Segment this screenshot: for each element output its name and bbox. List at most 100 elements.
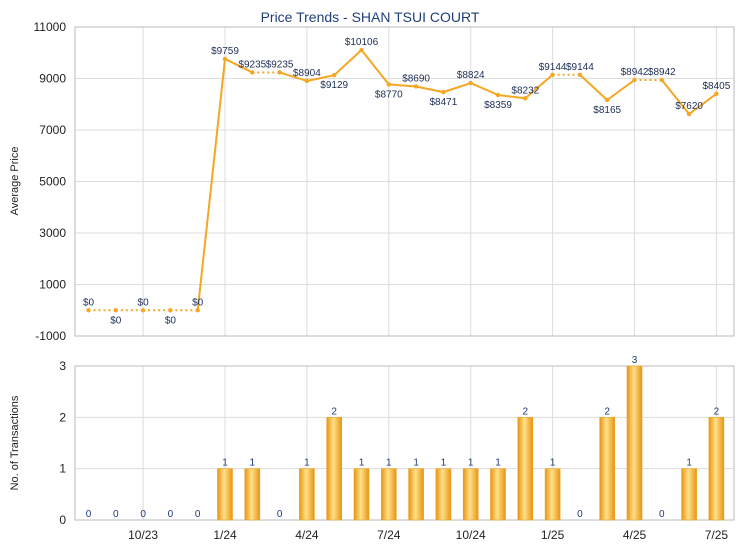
price-data-label: $9759: [211, 46, 239, 57]
price-point: [113, 308, 119, 313]
price-y-tick-label: -1000: [35, 329, 66, 343]
price-point: [441, 89, 446, 95]
transactions-y-tick-label: 1: [59, 462, 66, 476]
price-data-label: $9235: [238, 59, 266, 70]
transaction-count-label: 1: [386, 458, 392, 469]
price-panel: $0$0$0$0$0$9759$9235 $9235$8904$9129$1010…: [9, 20, 735, 343]
transactions-panel: 0 0 0 0 0 1 1 0 1 2 1 1 1 1 1 1 2 1 0 2 3 0 1 2 0 1 2 3 10/23 1/24 4…: [9, 355, 735, 542]
price-data-label: $8824: [457, 70, 485, 81]
price-point: [632, 77, 637, 83]
transaction-count-label: 0: [277, 509, 283, 520]
price-data-label: $8770: [375, 89, 403, 100]
transaction-count-label: 2: [714, 406, 720, 417]
transaction-labels: 0 0 0 0 0 1 1 0 1 2 1 1 1 1 1 1 2 1 0 2 3 0 1 2: [86, 355, 720, 520]
x-tick-label: 10/24: [456, 528, 486, 542]
transaction-bar: [244, 468, 261, 521]
price-point: [495, 92, 501, 98]
price-data-label: $0: [138, 297, 150, 308]
price-point: [332, 72, 337, 78]
x-tick-label: 7/25: [705, 528, 729, 542]
price-point: [686, 111, 692, 117]
transaction-bar: [708, 417, 725, 521]
transactions-y-tick-label: 3: [59, 359, 66, 373]
price-point: [605, 97, 610, 103]
transactions-y-ticks: 0 1 2 3: [59, 359, 66, 527]
price-point: [413, 84, 419, 89]
price-point: [250, 70, 255, 75]
transaction-count-label: 2: [523, 406, 529, 417]
price-y-axis-title: Average Price: [9, 147, 21, 216]
x-tick-label: 1/25: [541, 528, 565, 542]
transactions-y-tick-label: 0: [59, 513, 66, 527]
transaction-count-label: 1: [495, 458, 501, 469]
price-data-label: $8232: [511, 85, 539, 96]
transaction-count-label: 1: [359, 458, 365, 469]
price-y-ticks: -1000 1000 3000 5000 7000 9000 11000: [34, 20, 67, 343]
price-point: [277, 70, 282, 75]
price-data-label: $0: [83, 297, 95, 308]
chart-title: Price Trends - SHAN TSUI COURT: [261, 9, 480, 25]
price-y-tick-label: 11000: [34, 20, 67, 34]
price-point: [468, 80, 473, 86]
transaction-bar: [490, 468, 506, 521]
price-point: [195, 308, 200, 313]
transaction-count-label: 1: [250, 458, 256, 469]
price-point: [550, 72, 555, 77]
price-point: [304, 78, 310, 84]
transaction-bar: [326, 417, 343, 521]
transaction-count-label: 1: [304, 458, 310, 469]
price-point: [140, 308, 146, 313]
price-point: [714, 91, 719, 97]
price-data-label: $8690: [402, 73, 430, 84]
price-data-label: $8359: [484, 100, 512, 111]
price-panel-frame: [74, 26, 735, 337]
price-y-tick-label: 7000: [39, 123, 66, 137]
price-data-label: $0: [110, 315, 122, 326]
price-labels: $0$0$0$0$0$9759$9235 $9235$8904$9129$1010…: [83, 37, 731, 326]
x-tick-label: 4/25: [623, 528, 647, 542]
transaction-count-label: 2: [604, 406, 610, 417]
transaction-bar: [217, 468, 233, 521]
price-y-tick-label: 3000: [39, 226, 66, 240]
price-y-tick-label: 5000: [39, 175, 66, 189]
price-data-label: $8405: [702, 81, 730, 92]
price-point: [222, 56, 228, 62]
transaction-bar: [517, 417, 534, 521]
transaction-bar: [353, 468, 370, 521]
price-data-label: $8942: [621, 67, 649, 78]
transactions-y-axis-title: No. of Transactions: [9, 395, 21, 490]
transaction-count-label: 1: [441, 458, 447, 469]
transaction-count-label: 0: [659, 509, 665, 520]
price-data-label: $9144: [566, 62, 594, 73]
x-tick-label: 7/24: [377, 528, 401, 542]
transaction-bar: [599, 417, 616, 521]
transaction-count-label: 1: [550, 458, 556, 469]
transaction-count-label: 2: [331, 406, 337, 417]
price-point: [523, 96, 528, 101]
price-data-label: $8165: [593, 105, 621, 116]
transaction-count-label: 0: [195, 509, 201, 520]
transaction-count-label: 0: [113, 509, 119, 520]
transactions-panel-frame: [74, 365, 735, 521]
transaction-count-label: 1: [222, 458, 228, 469]
transaction-count-label: 0: [168, 509, 174, 520]
x-axis-ticks: 10/23 1/24 4/24 7/24 10/24 1/25 4/25 7/25: [128, 528, 728, 542]
transaction-bars: [217, 365, 725, 521]
transaction-count-label: 0: [577, 509, 583, 520]
price-point: [659, 77, 664, 83]
transaction-count-label: 1: [468, 458, 474, 469]
transaction-count-label: 3: [632, 355, 638, 366]
transaction-bar: [435, 468, 452, 521]
transaction-count-label: 0: [86, 509, 92, 520]
transaction-count-label: 1: [686, 458, 692, 469]
price-data-label: $9144: [539, 62, 567, 73]
price-data-label: $7620: [675, 101, 703, 112]
transaction-count-label: 1: [413, 458, 419, 469]
x-tick-label: 1/24: [213, 528, 237, 542]
price-point: [359, 47, 364, 53]
price-data-label: $8471: [429, 97, 457, 108]
price-data-label: $0: [192, 297, 204, 308]
transaction-bar: [462, 468, 479, 521]
transaction-bar: [408, 468, 424, 521]
